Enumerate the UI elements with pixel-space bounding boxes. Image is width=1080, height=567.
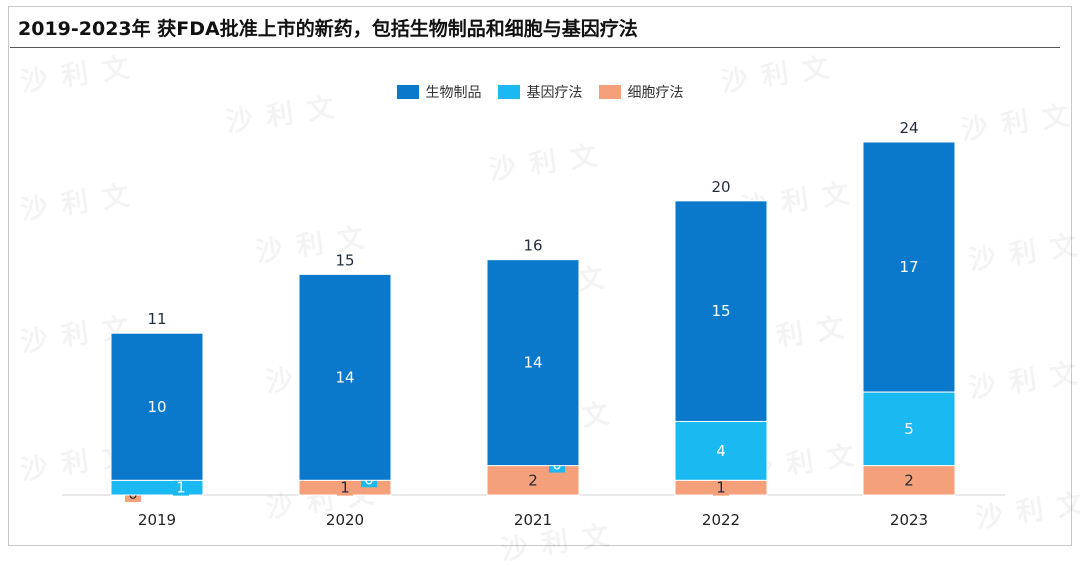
bar-gene-therapy-2019 bbox=[110, 479, 204, 496]
data-label-gene-therapy-2019: 1 bbox=[176, 479, 186, 497]
data-label-biologics-2019: 10 bbox=[147, 398, 166, 416]
data-label-biologics-2020: 14 bbox=[335, 368, 354, 386]
total-label-2021: 16 bbox=[523, 237, 542, 255]
x-tick-label-2020: 2020 bbox=[326, 511, 364, 529]
total-label-2023: 24 bbox=[899, 119, 918, 137]
bar-biologics-2021 bbox=[486, 259, 580, 467]
bar-biologics-2019 bbox=[110, 332, 204, 481]
data-label-biologics-2021: 14 bbox=[523, 354, 542, 372]
bar-biologics-2020 bbox=[298, 273, 392, 481]
bar-cell-therapy-2023 bbox=[862, 465, 956, 496]
bar-gene-therapy-2023 bbox=[862, 391, 956, 467]
chart-frame bbox=[8, 6, 1072, 546]
legend-item-gene-therapy: 基因疗法 bbox=[497, 82, 583, 102]
x-tick-label-2023: 2023 bbox=[890, 511, 928, 529]
data-label-cell-therapy-2020: 1 bbox=[340, 479, 350, 497]
data-label-biologics-2023: 17 bbox=[899, 258, 918, 276]
legend-item-cell-therapy: 细胞疗法 bbox=[598, 82, 684, 102]
data-label-cell-therapy-2022: 1 bbox=[716, 479, 726, 497]
title-divider bbox=[10, 47, 1060, 48]
legend-label-biologics: 生物制品 bbox=[425, 85, 482, 101]
total-label-2022: 20 bbox=[711, 178, 730, 196]
legend-swatch-cell-therapy bbox=[598, 85, 621, 99]
legend-swatch-biologics bbox=[396, 85, 419, 99]
stacked-bar-chart: 0110112019101415202020141620211415202022… bbox=[62, 119, 1005, 529]
data-label-box-cell-therapy-2022 bbox=[713, 479, 729, 496]
chart-title: 2019-2023年 获FDA批准上市的新药，包括生物制品和细胞与基因疗法 bbox=[18, 18, 638, 40]
data-label-gene-therapy-2022: 4 bbox=[716, 442, 726, 460]
total-label-2019: 11 bbox=[147, 310, 166, 328]
bar-biologics-2022 bbox=[674, 200, 768, 422]
total-label-2020: 15 bbox=[335, 251, 354, 269]
data-label-box-gene-therapy-2019 bbox=[173, 479, 189, 496]
data-label-biologics-2022: 15 bbox=[711, 302, 730, 320]
legend-label-gene-therapy: 基因疗法 bbox=[526, 85, 583, 101]
x-tick-label-2022: 2022 bbox=[702, 511, 740, 529]
x-tick-label-2021: 2021 bbox=[514, 511, 552, 529]
legend-label-cell-therapy: 细胞疗法 bbox=[627, 85, 684, 101]
chart-legend: 生物制品 基因疗法 细胞疗法 bbox=[0, 80, 1080, 104]
bar-gene-therapy-2022 bbox=[674, 420, 768, 481]
data-label-gene-therapy-2023: 5 bbox=[904, 420, 914, 438]
legend-item-biologics: 生物制品 bbox=[396, 82, 482, 102]
data-label-cell-therapy-2021: 2 bbox=[528, 471, 538, 489]
data-label-cell-therapy-2023: 2 bbox=[904, 471, 914, 489]
x-tick-label-2019: 2019 bbox=[138, 511, 176, 529]
data-label-box-cell-therapy-2020 bbox=[337, 479, 353, 496]
legend-swatch-gene-therapy bbox=[497, 85, 520, 99]
bar-biologics-2023 bbox=[862, 141, 956, 393]
